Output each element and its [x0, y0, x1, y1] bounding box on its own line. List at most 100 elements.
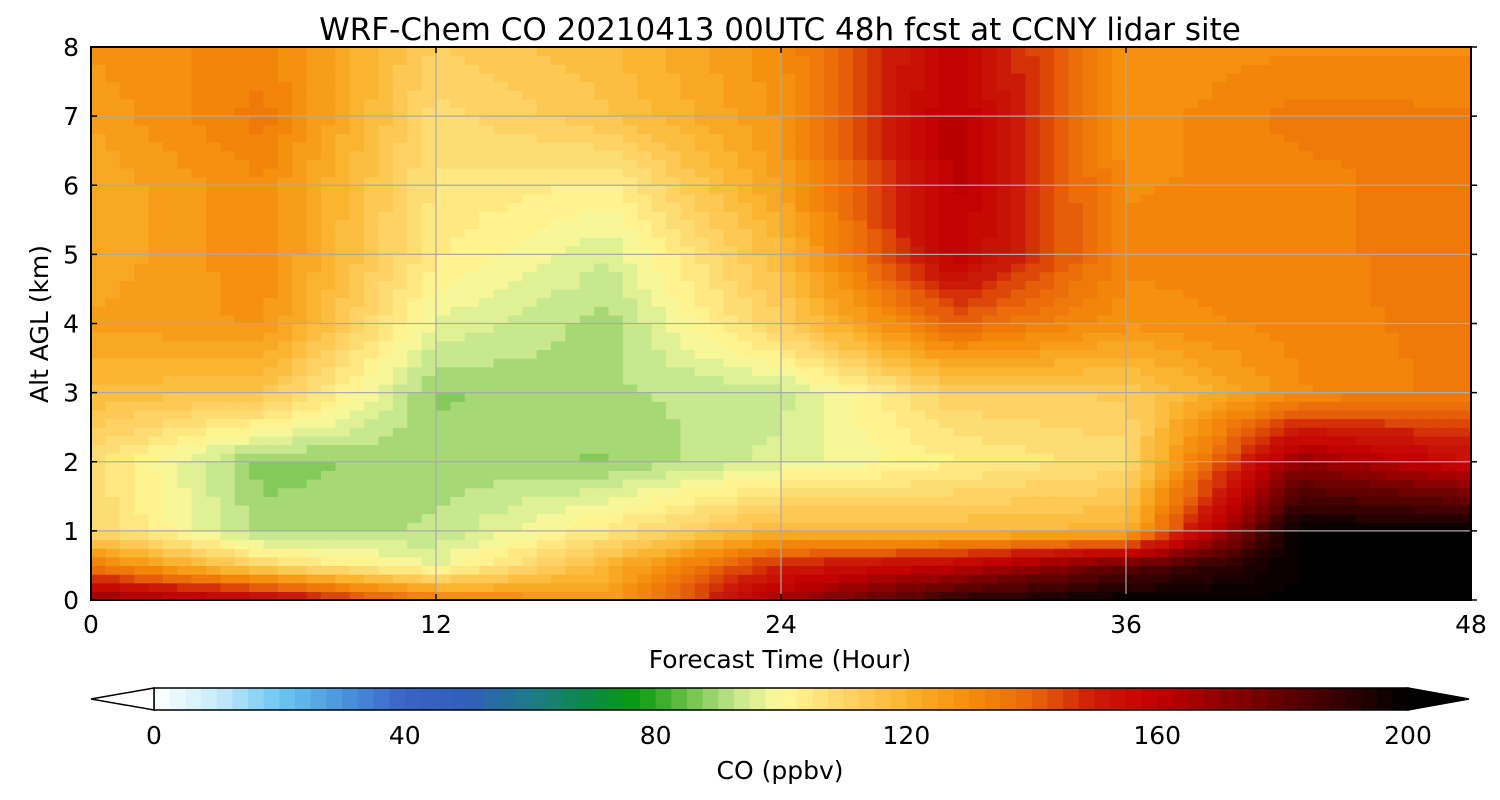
heatmap-cell — [234, 574, 250, 584]
heatmap-cell — [723, 245, 739, 255]
heatmap-cell — [378, 176, 394, 186]
heatmap-cell — [1025, 435, 1041, 446]
heatmap-cell — [1097, 504, 1113, 515]
heatmap-cell — [809, 271, 825, 281]
heatmap-cell — [896, 513, 911, 523]
heatmap-cell — [896, 323, 911, 333]
heatmap-cell — [1183, 245, 1199, 255]
heatmap-cell — [1384, 504, 1400, 515]
heatmap-cell — [809, 254, 825, 264]
heatmap-cell — [321, 375, 336, 385]
heatmap-cell — [996, 435, 1012, 446]
heatmap-cell — [752, 332, 768, 342]
heatmap-cell — [450, 383, 466, 394]
heatmap-cell — [421, 574, 437, 584]
heatmap-cell — [666, 219, 681, 230]
heatmap-cell — [349, 530, 365, 541]
heatmap-cell — [1126, 565, 1141, 575]
heatmap-cell — [91, 263, 106, 273]
heatmap-cell — [996, 237, 1012, 247]
heatmap-cell — [666, 427, 681, 437]
heatmap-cell — [522, 470, 538, 480]
heatmap-cell — [206, 245, 221, 255]
heatmap-cell — [579, 228, 595, 238]
heatmap-cell — [867, 228, 883, 238]
heatmap-cell — [967, 245, 983, 255]
heatmap-cell — [1341, 366, 1357, 376]
heatmap-cell — [450, 340, 466, 351]
heatmap-cell — [479, 487, 495, 497]
heatmap-cell — [464, 496, 480, 506]
heatmap-cell — [364, 418, 380, 428]
heatmap-cell — [766, 548, 782, 558]
heatmap-cell — [450, 193, 466, 204]
heatmap-cell — [1356, 271, 1371, 281]
heatmap-cell — [349, 219, 365, 230]
heatmap-cell — [148, 453, 164, 463]
heatmap-cell — [464, 167, 480, 178]
heatmap-cell — [234, 401, 250, 411]
heatmap-cell — [709, 479, 725, 489]
heatmap-cell — [967, 176, 983, 186]
heatmap-cell — [953, 254, 969, 264]
heatmap-cell — [263, 479, 279, 489]
heatmap-cell — [996, 228, 1012, 238]
heatmap-cell — [896, 185, 911, 195]
heatmap-cell — [737, 202, 753, 212]
heatmap-cell — [507, 263, 523, 273]
heatmap-cell — [867, 288, 883, 299]
heatmap-cell — [1241, 150, 1256, 160]
heatmap-cell — [1126, 349, 1141, 359]
heatmap-cell — [723, 176, 739, 186]
heatmap-cell — [824, 219, 840, 230]
heatmap-cell — [1068, 271, 1084, 281]
heatmap-cell — [924, 219, 940, 230]
heatmap-cell — [277, 306, 293, 316]
heatmap-cell — [162, 565, 178, 575]
heatmap-cell — [407, 150, 423, 160]
heatmap-cell — [1197, 366, 1213, 376]
heatmap-cell — [436, 409, 451, 420]
heatmap-cell — [939, 366, 955, 376]
heatmap-cell — [565, 504, 581, 515]
heatmap-cell — [1456, 504, 1472, 515]
heatmap-cell — [148, 409, 164, 420]
heatmap-cell — [824, 271, 840, 281]
heatmap-cell — [349, 582, 365, 592]
heatmap-cell — [148, 167, 164, 178]
heatmap-cell — [1068, 513, 1084, 523]
heatmap-cell — [91, 461, 106, 471]
heatmap-cell — [1442, 530, 1458, 541]
heatmap-cell — [134, 358, 150, 368]
heatmap-cell — [852, 150, 868, 160]
heatmap-cell — [234, 288, 250, 299]
heatmap-cell — [364, 288, 380, 299]
heatmap-cell — [996, 254, 1012, 264]
heatmap-cell — [939, 582, 955, 592]
heatmap-cell — [723, 496, 739, 506]
heatmap-cell — [522, 479, 538, 489]
heatmap-cell — [637, 539, 653, 549]
heatmap-cell — [134, 574, 150, 584]
heatmap-cell — [1370, 409, 1386, 420]
heatmap-cell — [1126, 504, 1141, 515]
heatmap-cell — [666, 470, 681, 480]
heatmap-cell — [507, 401, 523, 411]
heatmap-cell — [536, 530, 552, 541]
heatmap-cell — [1111, 470, 1127, 480]
heatmap-cell — [335, 349, 351, 359]
heatmap-cell — [1039, 401, 1055, 411]
heatmap-cell — [306, 461, 322, 471]
heatmap-cell — [464, 487, 480, 497]
heatmap-cell — [939, 159, 955, 169]
heatmap-cell — [1255, 435, 1271, 446]
heatmap-cell — [421, 167, 437, 178]
heatmap-cell — [392, 280, 408, 290]
heatmap-cell — [91, 409, 106, 420]
heatmap-cell — [263, 504, 279, 515]
heatmap-cell — [277, 323, 293, 333]
heatmap-cell — [896, 228, 911, 238]
heatmap-cell — [1327, 383, 1343, 394]
heatmap-cell — [824, 565, 840, 575]
heatmap-cell — [206, 211, 221, 221]
